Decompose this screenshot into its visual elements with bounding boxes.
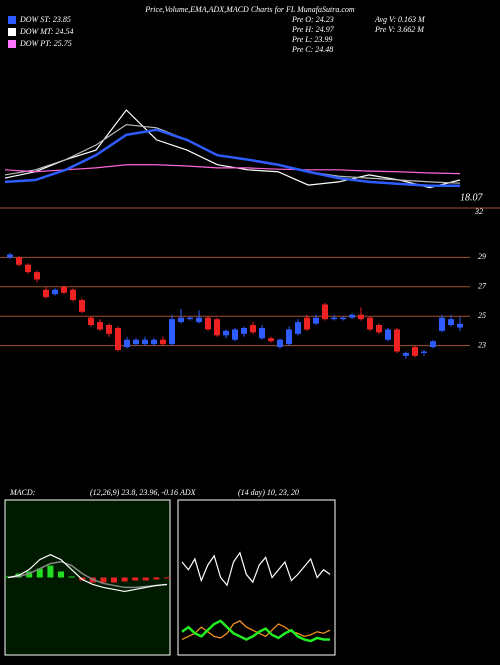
candle-body xyxy=(448,319,454,326)
ema-line xyxy=(4,128,460,187)
candle-body xyxy=(88,317,94,326)
candle-body xyxy=(52,289,58,295)
candle-body xyxy=(304,317,310,330)
macd-signal xyxy=(7,560,168,589)
macd-histogram xyxy=(153,577,160,580)
candle-body xyxy=(79,300,85,312)
macd-label: MACD: xyxy=(9,488,36,497)
y-tick-label: 25 xyxy=(478,311,486,320)
y-tick-label: 29 xyxy=(478,252,486,261)
prev-value: Pre L: 23.99 xyxy=(291,35,332,44)
candle-body xyxy=(430,341,436,348)
macd-panel xyxy=(4,499,171,656)
candle-body xyxy=(439,317,445,331)
candle-body xyxy=(25,264,31,273)
candle-body xyxy=(160,339,166,345)
candle-body xyxy=(376,325,382,333)
legend-swatch xyxy=(8,40,16,48)
macd-params: (12,26,9) 23.8, 23.96, -0.16 xyxy=(90,488,178,497)
candle-body xyxy=(43,289,49,298)
macd-histogram xyxy=(132,577,139,581)
macd-histogram xyxy=(164,577,170,579)
candle-body xyxy=(358,314,364,320)
candle-body xyxy=(214,319,220,336)
candle-body xyxy=(286,329,292,345)
candle-body xyxy=(367,317,373,330)
macd-histogram xyxy=(58,571,64,578)
ema-line xyxy=(4,109,461,189)
volume-value: Pre V: 3.662 M xyxy=(374,25,425,34)
legend-label: DOW MT: 24.54 xyxy=(19,27,74,36)
candle-body xyxy=(250,325,256,333)
candle-body xyxy=(16,257,22,265)
adx-params: (14 day) 10, 23, 20 xyxy=(238,488,299,497)
candle-body xyxy=(97,322,103,330)
chart-title: Price,Volume,EMA,ADX,MACD Charts for FL … xyxy=(144,5,355,14)
candle-body xyxy=(295,322,301,334)
legend-label: DOW ST: 23.85 xyxy=(19,15,71,24)
macd-histogram xyxy=(68,576,75,578)
candle-body xyxy=(70,289,76,301)
candle-body xyxy=(322,304,328,320)
prev-value: Pre H: 24.97 xyxy=(291,25,335,34)
candle-body xyxy=(133,339,139,345)
adx-label: ADX xyxy=(179,488,197,497)
candle-body xyxy=(142,339,148,345)
candle-body xyxy=(403,352,409,356)
legend-label: DOW PT: 25.75 xyxy=(19,39,72,48)
macd-line xyxy=(7,553,168,593)
candle-body xyxy=(268,338,274,342)
candle-body xyxy=(205,317,211,330)
y-tick-label: 27 xyxy=(478,282,487,291)
macd-histogram xyxy=(100,577,107,583)
ema-annotation: 18.07 xyxy=(460,192,484,203)
candle-body xyxy=(457,323,463,328)
adx-line xyxy=(181,551,331,587)
candle-body xyxy=(151,339,157,345)
candle-body xyxy=(7,254,13,258)
macd-histogram xyxy=(47,565,54,578)
candle-body xyxy=(394,329,400,352)
candle-body xyxy=(259,327,265,339)
volume-value: Avg V: 0.163 M xyxy=(374,15,426,24)
candle-body xyxy=(106,325,112,334)
y-tick-label: 23 xyxy=(478,340,486,349)
candle-body xyxy=(421,351,427,353)
candle-body xyxy=(313,317,319,324)
candle-body xyxy=(115,327,121,351)
candle-body xyxy=(187,317,193,320)
candle-body xyxy=(34,272,40,280)
macd-histogram xyxy=(26,571,33,578)
candle-body xyxy=(178,317,184,323)
macd-histogram xyxy=(142,577,149,581)
candle-body xyxy=(169,319,175,345)
macd-histogram xyxy=(111,577,117,583)
prev-value: Pre O: 24.23 xyxy=(291,15,334,24)
candle-body xyxy=(340,317,346,320)
ema-line xyxy=(4,164,461,175)
candle-body xyxy=(232,329,238,340)
candle-body xyxy=(385,329,391,340)
adx-line xyxy=(181,619,330,643)
macd-histogram xyxy=(121,577,128,582)
candle-body xyxy=(196,317,202,323)
candle-body xyxy=(277,339,283,348)
candle-body xyxy=(412,347,418,356)
candle-body xyxy=(223,330,229,336)
candle-body xyxy=(124,339,130,348)
prev-value: Pre C: 24.48 xyxy=(291,45,333,54)
candle-body xyxy=(331,317,337,320)
ema-annotation: 32 xyxy=(474,207,483,216)
candle-body xyxy=(349,314,355,318)
candle-body xyxy=(241,327,247,334)
macd-histogram xyxy=(36,568,43,578)
legend-swatch xyxy=(8,28,16,36)
legend-swatch xyxy=(8,16,16,24)
candle-body xyxy=(61,286,67,293)
